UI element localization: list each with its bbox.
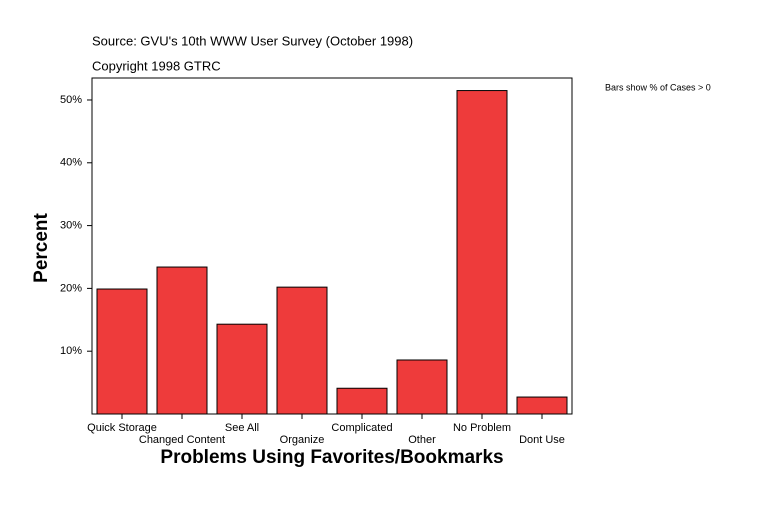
chart-subtitle: Copyright 1998 GTRC [92,58,221,73]
bar [456,90,508,415]
x-tick-label: Complicated [331,422,392,434]
annotation: Bars show % of Cases > 0 [605,82,711,92]
y-tick-label: 30% [60,219,82,231]
bar [96,288,148,415]
x-tick-label: Organize [280,434,325,446]
y-axis-title: Percent [31,212,52,282]
x-tick-label: See All [225,422,259,434]
y-tick-label: 20% [60,282,82,294]
bar [156,266,208,415]
bar [336,387,388,415]
x-tick-label: No Problem [453,422,511,434]
y-tick-label: 10% [60,345,82,357]
plot-frame [91,77,573,415]
x-tick-label: Quick Storage [87,422,157,434]
y-tick-label: 50% [60,94,82,106]
bar [276,286,328,415]
bar [216,323,268,415]
y-tick-label: 40% [60,157,82,169]
x-tick-label: Dont Use [519,434,565,446]
x-tick-label: Changed Content [139,434,225,446]
bar [516,396,568,415]
chart-title: Source: GVU's 10th WWW User Survey (Octo… [92,33,413,48]
x-axis-title: Problems Using Favorites/Bookmarks [160,447,503,468]
bar [396,359,448,415]
x-tick-label: Other [408,434,436,446]
